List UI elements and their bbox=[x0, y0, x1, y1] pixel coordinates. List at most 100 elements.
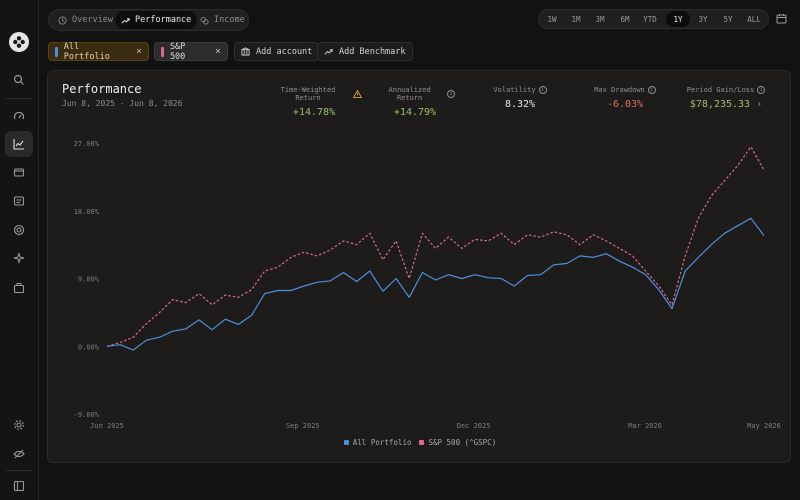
range-5y[interactable]: 5Y bbox=[723, 14, 733, 24]
tab-label: Overview bbox=[72, 15, 113, 25]
sidebar-toggle[interactable] bbox=[5, 473, 33, 499]
range-6m[interactable]: 6M bbox=[620, 14, 630, 24]
x-tick-label: Jun 2025 bbox=[90, 422, 124, 430]
legend-item-benchmark[interactable]: S&P 500 (^GSPC) bbox=[419, 438, 496, 447]
chip-label: S&P 500 bbox=[169, 41, 186, 62]
info-icon[interactable]: i bbox=[447, 90, 455, 98]
metric-time-weighted-return: Time-Weighted Return +14.78% bbox=[266, 86, 362, 118]
close-icon[interactable]: × bbox=[214, 46, 221, 57]
tab-income[interactable]: Income bbox=[194, 11, 251, 29]
performance-card: Performance Jun 8, 2025 - Jun 8, 2026 Ti… bbox=[47, 70, 791, 463]
info-icon[interactable]: i bbox=[538, 86, 547, 94]
metric-label: Max Drawdown bbox=[594, 86, 645, 94]
tab-label: Performance bbox=[135, 15, 192, 25]
metric-volatility: Volatility i 8.32% bbox=[488, 86, 552, 110]
sidebar bbox=[0, 0, 39, 500]
metric-value: +14.79% bbox=[393, 107, 437, 118]
nav-dashboard[interactable] bbox=[5, 103, 33, 129]
range-1w[interactable]: 1W bbox=[547, 14, 557, 24]
add-account-label: Add account bbox=[256, 46, 313, 57]
benchmark-color-swatch bbox=[161, 46, 164, 57]
close-icon[interactable]: × bbox=[135, 46, 142, 57]
portfolio-filter-chip[interactable]: All Portfolio × bbox=[48, 41, 149, 62]
x-tick-label: Dec 2025 bbox=[457, 422, 491, 430]
receipt-icon bbox=[13, 196, 25, 206]
nav-privacy-toggle[interactable] bbox=[5, 441, 33, 467]
add-account-button[interactable]: Add account bbox=[234, 42, 320, 61]
chart-legend: All Portfolio S&P 500 (^GSPC) bbox=[48, 438, 792, 447]
eye-off-icon bbox=[13, 449, 25, 459]
performance-chart[interactable]: -9.00% 0.00% 9.00% 18.00% 27.00% Jun 2025 Sep … bbox=[48, 71, 792, 464]
sparkles-icon bbox=[13, 252, 25, 264]
y-tick-label: 0.00% bbox=[78, 343, 100, 351]
nav-accounts[interactable] bbox=[5, 159, 33, 185]
nav-settings[interactable] bbox=[5, 412, 33, 438]
benchmark-line bbox=[106, 146, 765, 347]
clock-icon bbox=[58, 15, 67, 25]
tab-label: Income bbox=[214, 15, 245, 25]
nav-search[interactable] bbox=[5, 67, 33, 93]
metric-max-drawdown: Max Drawdown i -6.03% bbox=[588, 86, 662, 110]
building-icon bbox=[241, 47, 250, 56]
legend-swatch bbox=[419, 440, 425, 445]
chevron-right-icon: › bbox=[756, 99, 763, 110]
metric-label: Annualized Return bbox=[388, 86, 431, 102]
card-title: Performance bbox=[62, 82, 142, 96]
tab-performance[interactable]: Performance bbox=[115, 11, 198, 29]
calendar-icon[interactable] bbox=[776, 13, 787, 24]
metric-period-gain-loss[interactable]: Period Gain/Loss i $78,235.33 › bbox=[686, 86, 766, 110]
search-icon bbox=[13, 74, 24, 85]
app-logo[interactable] bbox=[9, 32, 29, 52]
metric-label: Volatility bbox=[493, 86, 536, 94]
chip-label: All Portfolio bbox=[63, 41, 110, 62]
nav-transactions[interactable] bbox=[5, 188, 33, 214]
coins-icon bbox=[200, 16, 209, 25]
metric-value: -6.03% bbox=[606, 99, 644, 110]
y-tick-label: 18.00% bbox=[74, 208, 100, 216]
metric-label: Time-Weighted Return bbox=[280, 86, 336, 102]
info-icon[interactable]: i bbox=[647, 86, 656, 94]
date-range-label: Jun 8, 2025 - Jun 8, 2026 bbox=[62, 99, 183, 108]
tab-overview[interactable]: Overview bbox=[52, 11, 119, 29]
benchmark-filter-chip[interactable]: S&P 500 × bbox=[154, 41, 228, 62]
x-tick-label: Sep 2025 bbox=[286, 422, 320, 430]
warning-icon[interactable] bbox=[353, 90, 362, 98]
gear-icon bbox=[14, 420, 24, 430]
legend-label: S&P 500 (^GSPC) bbox=[428, 438, 497, 447]
nav-assets[interactable] bbox=[5, 275, 33, 301]
nav-performance[interactable] bbox=[5, 131, 33, 157]
x-tick-label: Mar 2026 bbox=[628, 422, 662, 430]
panel-icon bbox=[13, 480, 25, 492]
trend-icon bbox=[324, 49, 333, 55]
view-tabs: Overview Performance Income bbox=[48, 9, 249, 31]
range-1y[interactable]: 1Y bbox=[666, 11, 690, 27]
metric-annualized-return: Annualized Return i +14.79% bbox=[375, 86, 455, 118]
time-range-selector: 1W 1M 3M 6M YTD 1Y 3Y 5Y ALL bbox=[538, 9, 769, 29]
x-tick-label: May 2026 bbox=[747, 422, 781, 430]
range-all[interactable]: ALL bbox=[747, 14, 761, 24]
range-ytd[interactable]: YTD bbox=[643, 14, 657, 24]
range-3y[interactable]: 3Y bbox=[698, 14, 708, 24]
nav-goals[interactable] bbox=[5, 217, 33, 243]
logo-icon bbox=[13, 36, 25, 48]
legend-swatch bbox=[343, 440, 349, 445]
metric-value: +14.78% bbox=[292, 107, 336, 118]
add-benchmark-button[interactable]: Add Benchmark bbox=[317, 42, 413, 61]
range-3m[interactable]: 3M bbox=[595, 14, 605, 24]
range-1m[interactable]: 1M bbox=[571, 14, 581, 24]
y-tick-label: 27.00% bbox=[74, 140, 100, 148]
line-chart-icon bbox=[13, 139, 24, 150]
folder-icon bbox=[13, 168, 25, 177]
legend-item-portfolio[interactable]: All Portfolio bbox=[343, 438, 412, 447]
metric-value: 8.32% bbox=[504, 99, 536, 110]
info-icon[interactable]: i bbox=[757, 86, 766, 94]
metric-label: Period Gain/Loss bbox=[686, 86, 755, 94]
legend-label: All Portfolio bbox=[352, 438, 412, 447]
add-benchmark-label: Add Benchmark bbox=[339, 46, 406, 57]
nav-insights[interactable] bbox=[5, 245, 33, 271]
divider bbox=[6, 98, 32, 99]
y-tick-label: 9.00% bbox=[78, 276, 100, 284]
y-tick-label: -9.00% bbox=[74, 411, 100, 419]
trend-icon bbox=[121, 17, 130, 24]
portfolio-color-swatch bbox=[55, 46, 58, 57]
